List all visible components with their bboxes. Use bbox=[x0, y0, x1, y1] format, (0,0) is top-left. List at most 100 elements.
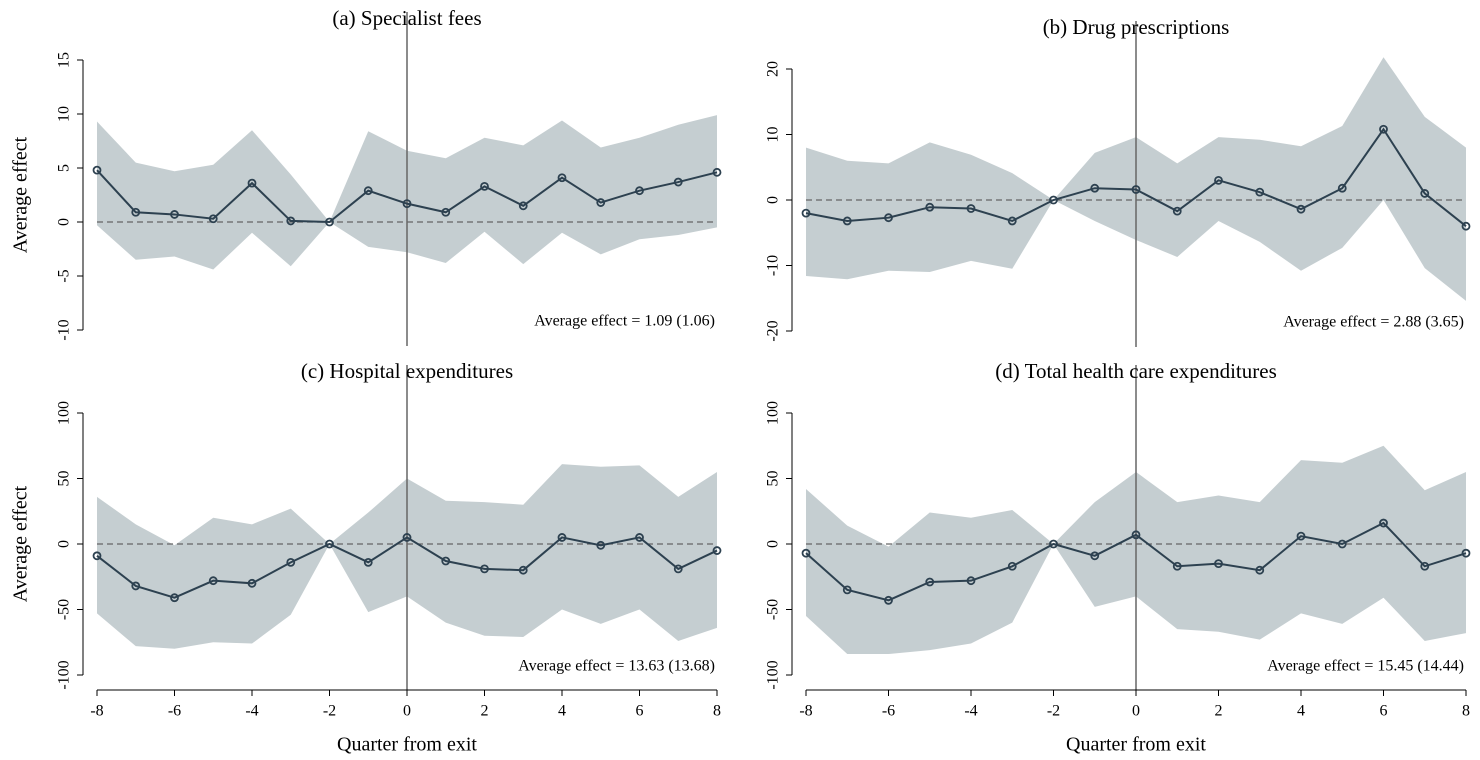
y-tick-label: 100 bbox=[765, 401, 782, 425]
annotation: Average effect = 2.88 (3.65) bbox=[1283, 314, 1464, 331]
point bbox=[480, 564, 489, 574]
point bbox=[1131, 530, 1141, 540]
effect-line bbox=[805, 521, 1467, 602]
panel-title: (a) Specialist fees bbox=[332, 6, 481, 30]
y-tick-label: -100 bbox=[765, 660, 782, 689]
y-tick-label: -5 bbox=[56, 269, 73, 282]
point bbox=[1337, 539, 1347, 549]
y-tick-label: -10 bbox=[765, 255, 782, 276]
y-tick-label: 0 bbox=[765, 540, 782, 548]
x-tick-label: -2 bbox=[1047, 703, 1060, 720]
point bbox=[1461, 548, 1471, 558]
x-tick-label: 2 bbox=[481, 703, 489, 720]
point bbox=[92, 165, 102, 175]
point bbox=[325, 217, 334, 227]
point bbox=[170, 593, 179, 603]
point bbox=[635, 533, 644, 542]
x-tick-label: 4 bbox=[558, 703, 566, 720]
point bbox=[247, 578, 257, 588]
y-tick-label: 0 bbox=[765, 196, 782, 204]
point bbox=[1007, 216, 1017, 226]
x-tick-label: -2 bbox=[323, 703, 336, 720]
x-tick-label: 8 bbox=[713, 703, 721, 720]
point bbox=[131, 207, 141, 217]
point bbox=[1379, 518, 1388, 528]
point bbox=[712, 167, 722, 177]
x-tick-label: -6 bbox=[168, 703, 181, 720]
x-tick-label: -8 bbox=[799, 703, 812, 720]
point bbox=[1131, 185, 1141, 194]
point bbox=[1255, 565, 1265, 575]
point bbox=[1049, 195, 1058, 205]
x-tick-label: 0 bbox=[1132, 703, 1140, 720]
point bbox=[712, 546, 722, 555]
point bbox=[673, 564, 683, 574]
panel-title: (d) Total health care expenditures bbox=[995, 359, 1277, 383]
point bbox=[208, 214, 218, 224]
point bbox=[1214, 175, 1223, 185]
point bbox=[1172, 206, 1182, 216]
point bbox=[1337, 183, 1347, 193]
point bbox=[842, 216, 852, 226]
point bbox=[1049, 539, 1058, 549]
y-tick-label: 0 bbox=[56, 540, 73, 548]
point bbox=[363, 557, 373, 567]
effect-line bbox=[805, 127, 1467, 227]
y-tick-label: -100 bbox=[56, 660, 73, 689]
point bbox=[842, 585, 852, 595]
point bbox=[247, 178, 257, 188]
x-tick-label: -4 bbox=[245, 703, 258, 720]
y-tick-label: 10 bbox=[56, 106, 73, 122]
point bbox=[170, 210, 179, 219]
point bbox=[884, 213, 893, 223]
point bbox=[325, 539, 334, 549]
point bbox=[441, 556, 451, 566]
x-tick-label: 6 bbox=[636, 703, 644, 720]
point bbox=[131, 581, 141, 591]
x-tick-label: -8 bbox=[90, 703, 103, 720]
point bbox=[402, 533, 412, 542]
point bbox=[801, 548, 811, 558]
point bbox=[557, 173, 567, 183]
y-tick-label: 100 bbox=[56, 401, 73, 425]
point bbox=[480, 181, 489, 191]
point bbox=[925, 202, 935, 212]
point bbox=[1007, 561, 1017, 571]
y-tick-label: 50 bbox=[56, 471, 73, 487]
point bbox=[966, 204, 976, 213]
point bbox=[1090, 551, 1100, 561]
panel-title: (c) Hospital expenditures bbox=[301, 359, 513, 383]
point bbox=[208, 576, 218, 586]
y-tick-label: 50 bbox=[765, 471, 782, 487]
point bbox=[1461, 221, 1471, 231]
x-tick-label: -6 bbox=[882, 703, 895, 720]
point bbox=[402, 199, 412, 209]
effect-line bbox=[96, 169, 718, 224]
y-tick-label: 10 bbox=[765, 127, 782, 143]
point bbox=[884, 595, 893, 605]
annotation: Average effect = 13.63 (13.68) bbox=[518, 658, 715, 675]
point bbox=[1296, 204, 1306, 214]
point bbox=[1420, 561, 1430, 571]
point bbox=[966, 576, 976, 586]
point bbox=[1420, 189, 1430, 198]
panel-title: (b) Drug prescriptions bbox=[1043, 15, 1230, 39]
y-axis-label: Average effect bbox=[10, 136, 32, 253]
x-axis-label: Quarter from exit bbox=[1066, 734, 1206, 756]
x-tick-label: 2 bbox=[1215, 703, 1223, 720]
point bbox=[1090, 183, 1100, 193]
x-tick-label: 4 bbox=[1297, 703, 1305, 720]
point bbox=[441, 207, 451, 217]
y-axis-label: Average effect bbox=[10, 485, 32, 602]
point bbox=[801, 208, 811, 218]
point bbox=[925, 577, 935, 587]
y-tick-label: -10 bbox=[56, 319, 73, 340]
y-tick-label: 0 bbox=[56, 218, 73, 226]
x-tick-label: 0 bbox=[403, 703, 411, 720]
point bbox=[1296, 531, 1306, 541]
y-tick-label: -20 bbox=[765, 320, 782, 341]
point bbox=[1255, 187, 1265, 197]
point bbox=[518, 201, 528, 211]
